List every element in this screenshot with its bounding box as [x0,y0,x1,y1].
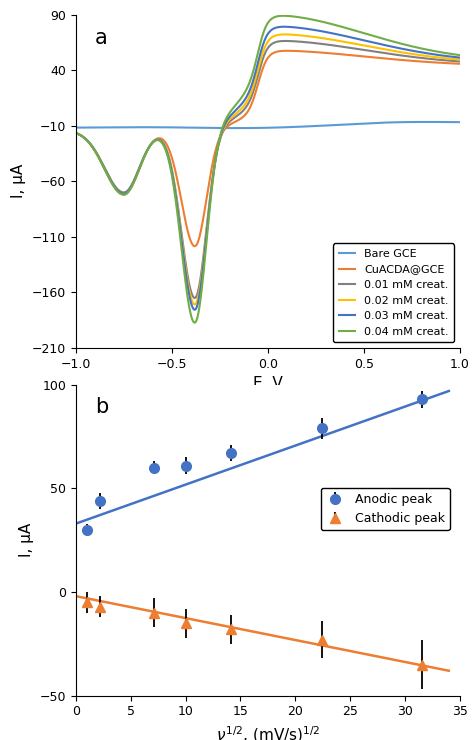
CuACDA@GCE [243,110,248,119]
0.01 mM creat. [73,129,79,138]
Legend: Bare GCE, CuACDA@GCE, 0.01 mM creat., 0.02 mM creat., 0.03 mM creat., 0.04 mM cr: Bare GCE, CuACDA@GCE, 0.01 mM creat., 0.… [333,243,454,342]
0.04 mM creat. [73,129,79,138]
0.01 mM creat. [112,182,118,191]
0.04 mM creat. [337,22,343,31]
0.02 mM creat. [457,56,463,64]
Line: CuACDA@GCE: CuACDA@GCE [76,51,460,246]
Bare GCE [234,124,240,132]
0.03 mM creat. [192,306,198,314]
Y-axis label: I, μA: I, μA [11,164,27,198]
Legend: Anodic peak, Cathodic peak: Anodic peak, Cathodic peak [321,488,450,531]
CuACDA@GCE [73,129,79,138]
Bare GCE [457,118,463,127]
0.03 mM creat. [373,38,379,47]
Y-axis label: I, μA: I, μA [19,523,34,557]
0.03 mM creat. [380,40,386,49]
CuACDA@GCE [112,184,118,192]
Bare GCE [228,124,234,132]
0.01 mM creat. [457,57,463,66]
0.01 mM creat. [243,104,248,112]
Bare GCE [424,118,429,127]
CuACDA@GCE [380,54,386,63]
0.03 mM creat. [281,22,287,31]
0.01 mM creat. [337,42,343,51]
Bare GCE [243,124,248,132]
CuACDA@GCE [373,53,379,62]
0.01 mM creat. [380,48,386,57]
0.02 mM creat. [337,37,343,46]
CuACDA@GCE [284,47,290,55]
0.02 mM creat. [380,44,386,53]
0.01 mM creat. [283,36,289,45]
0.02 mM creat. [373,44,379,53]
Line: 0.03 mM creat.: 0.03 mM creat. [76,27,460,310]
CuACDA@GCE [228,119,234,128]
0.02 mM creat. [282,30,288,38]
Line: Bare GCE: Bare GCE [76,122,460,128]
0.04 mM creat. [373,33,379,41]
Text: a: a [95,28,108,48]
Bare GCE [112,123,118,132]
0.02 mM creat. [243,99,248,108]
X-axis label: $\nu^{1/2}$, (mV/s)$^{1/2}$: $\nu^{1/2}$, (mV/s)$^{1/2}$ [216,724,320,740]
0.02 mM creat. [228,113,234,122]
0.03 mM creat. [337,30,343,39]
0.01 mM creat. [373,47,379,56]
0.04 mM creat. [192,318,198,327]
0.02 mM creat. [73,129,79,138]
0.03 mM creat. [243,95,248,104]
0.04 mM creat. [228,106,234,115]
Line: 0.04 mM creat.: 0.04 mM creat. [76,16,460,323]
Line: 0.02 mM creat.: 0.02 mM creat. [76,34,460,304]
0.04 mM creat. [112,184,118,192]
Line: 0.01 mM creat.: 0.01 mM creat. [76,41,460,298]
0.04 mM creat. [243,87,248,96]
0.03 mM creat. [228,110,234,119]
0.01 mM creat. [192,294,198,303]
0.04 mM creat. [281,11,286,20]
0.03 mM creat. [112,183,118,192]
Bare GCE [73,123,79,132]
X-axis label: E, V: E, V [253,376,283,391]
Bare GCE [373,118,378,127]
0.01 mM creat. [228,115,234,124]
CuACDA@GCE [457,59,463,68]
Text: b: b [95,397,108,417]
0.04 mM creat. [457,50,463,59]
0.03 mM creat. [457,53,463,62]
CuACDA@GCE [192,242,198,251]
Bare GCE [380,118,385,127]
0.04 mM creat. [380,34,386,43]
0.02 mM creat. [192,300,198,309]
0.03 mM creat. [73,129,79,138]
0.02 mM creat. [112,183,118,192]
Bare GCE [337,121,343,130]
CuACDA@GCE [337,50,343,58]
